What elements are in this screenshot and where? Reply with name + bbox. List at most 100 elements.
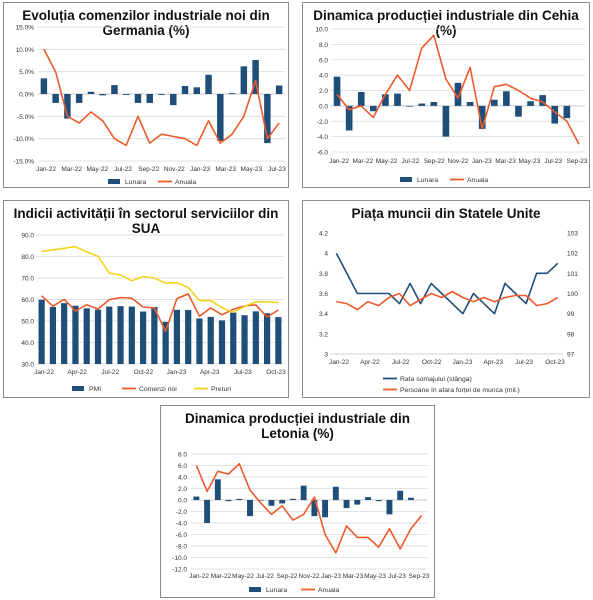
x-tick-label: Apr-22 [67, 369, 87, 376]
bar [170, 94, 177, 106]
y2-tick-label: 99 [567, 311, 575, 318]
bar [38, 299, 45, 364]
bar [430, 102, 438, 106]
y-tick-label: 3.6 [319, 291, 328, 298]
bar [357, 92, 365, 106]
chart-germany-svg: 15.0%10.0%5.0%0.0%-5.0%-10.0%-15.0%Jan-2… [13, 25, 286, 187]
x-tick-label: Mar-23 [215, 166, 236, 173]
bar [257, 500, 264, 501]
bar [322, 500, 329, 518]
x-tick-label: Jul-22 [402, 158, 420, 165]
chart-panel-czechia: Dinamica producției industriale din Cehi… [302, 2, 590, 188]
bar [83, 308, 90, 364]
x-tick-label: Oct-23 [545, 359, 565, 366]
bar [354, 500, 361, 505]
bar [241, 315, 248, 364]
y-tick-label: 3.2 [319, 331, 328, 338]
bar [230, 312, 237, 364]
bar [217, 94, 224, 141]
x-tick-label: Nov-22 [164, 166, 185, 173]
bar [247, 500, 253, 517]
bar [117, 306, 124, 364]
x-tick-label: Sep-22 [277, 573, 298, 580]
bar [185, 310, 192, 364]
bar [205, 74, 212, 94]
y-tick-label: 5.0% [19, 69, 34, 76]
series-line [336, 290, 559, 311]
legend-swatch [108, 179, 120, 184]
bar [252, 311, 259, 364]
bar [111, 85, 118, 94]
bar [551, 105, 559, 124]
bar [345, 105, 353, 131]
x-tick-label: Nov-22 [448, 158, 469, 165]
series-line [43, 48, 280, 147]
y-tick-label: 6.0 [178, 463, 187, 470]
y-tick-label: 4.2 [319, 231, 328, 238]
y2-tick-label: 100 [567, 291, 578, 298]
y-tick-label: 80.0 [21, 254, 34, 261]
x-tick-label: Sep-23 [409, 573, 430, 580]
legend-label: Lunara [266, 587, 287, 594]
bar [49, 307, 57, 364]
bar [106, 306, 113, 364]
x-tick-label: Jul-23 [515, 359, 533, 366]
legend-label: Anuala [175, 179, 196, 186]
x-tick-label: Jan-23 [190, 166, 210, 173]
y-tick-label: 3.8 [319, 271, 328, 278]
x-tick-label: Jan-22 [189, 573, 209, 580]
y-tick-label: -5.0% [17, 114, 34, 121]
bar [146, 94, 153, 103]
legend-label: Comenzi noi [139, 386, 177, 393]
y-tick-label: 8.0 [178, 452, 187, 459]
bar [122, 94, 130, 95]
bar [173, 309, 181, 364]
bar [375, 500, 382, 502]
x-tick-label: May-22 [232, 573, 254, 580]
chart-title-us-labor: Piața muncii din Statele Unite [351, 206, 541, 221]
y-tick-label: 40.0 [21, 340, 34, 347]
y-tick-label: 15.0% [16, 25, 35, 32]
bar [228, 93, 236, 94]
y-tick-label: 0.0% [19, 92, 34, 99]
y-tick-label: -6.0 [176, 532, 188, 539]
bar [99, 94, 106, 96]
legend-label: Persoane în afara forței de munca (mil.) [400, 387, 520, 394]
bar [72, 305, 79, 364]
bar [333, 76, 341, 106]
y-tick-label: -4.0 [317, 134, 329, 141]
y-tick-label: 4 [324, 251, 328, 258]
x-tick-label: Oct-22 [134, 369, 154, 376]
y-tick-label: 90.0 [21, 233, 34, 240]
chart-title-czechia: Dinamica producției industriale din Cehi… [313, 8, 579, 38]
series-line [335, 252, 559, 315]
legend-label: PMI [89, 386, 101, 393]
bar [397, 490, 404, 500]
x-tick-label: Jan-23 [452, 359, 472, 366]
bar [151, 307, 158, 364]
bar [64, 94, 71, 119]
bar [61, 303, 68, 364]
legend-label: Preturi [211, 386, 232, 393]
y-tick-label: 50.0 [21, 319, 34, 326]
chart-panel-us-services: Indicii activității în sectorul servicii… [3, 200, 289, 398]
x-tick-label: May-23 [519, 158, 541, 165]
series-line [41, 245, 279, 313]
bar [268, 500, 275, 506]
bar [275, 85, 283, 94]
bar [236, 498, 243, 500]
x-tick-label: Mar-23 [495, 158, 516, 165]
x-tick-label: Jan-22 [329, 158, 349, 165]
chart-title-latvia: Dinamica producției industriale din Leto… [184, 411, 411, 441]
series-line [41, 293, 279, 333]
bar [134, 94, 142, 103]
bar [75, 94, 83, 103]
legend-label: Anuala [467, 177, 488, 184]
bar [418, 103, 426, 106]
bar [503, 91, 510, 106]
bar [442, 105, 450, 137]
bar [252, 60, 259, 94]
bar [370, 105, 377, 112]
x-tick-label: Jul-22 [256, 573, 274, 580]
